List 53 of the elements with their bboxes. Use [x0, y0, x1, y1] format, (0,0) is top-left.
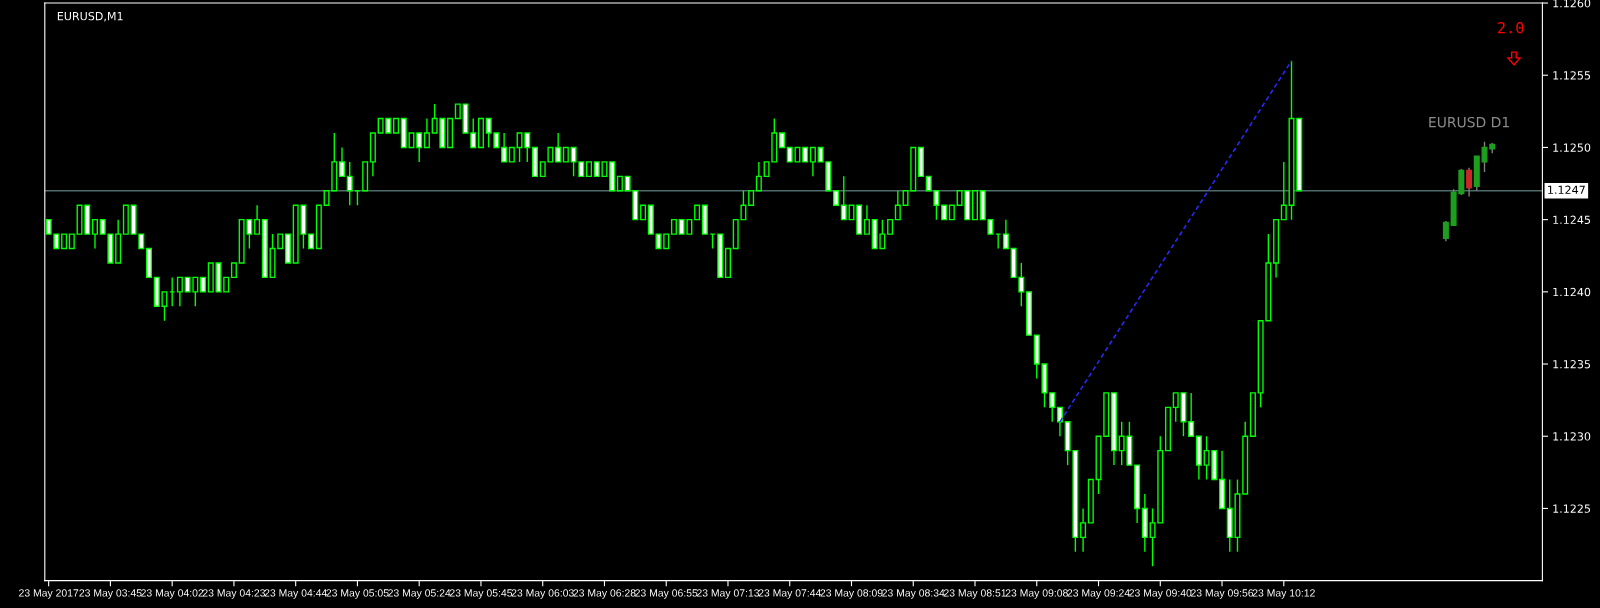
y-tick-label: 1.1255 — [1553, 71, 1591, 80]
x-tick-label: 23 May 08:34 — [882, 589, 945, 599]
candlestick — [1188, 392, 1195, 437]
candlestick — [176, 276, 183, 307]
y-tick-label: 1.1250 — [1553, 143, 1591, 152]
y-tick-label: 1.1245 — [1553, 215, 1591, 225]
y-tick-label: 1.1225 — [1553, 504, 1591, 513]
x-tick-label: 23 May 06:55 — [635, 589, 698, 599]
text: EURUSD,M1 — [57, 11, 123, 22]
candlestick — [416, 132, 423, 163]
x-tick-label: 23 May 07:44 — [758, 589, 821, 599]
x-tick-label: 23 May 05:45 — [449, 589, 513, 599]
y-tick-label: 1.1230 — [1553, 432, 1591, 441]
candlestick — [555, 132, 562, 163]
x-tick-label: 23 May 07:13 — [696, 589, 760, 599]
x-tick-label: 23 May 09:40 — [1129, 589, 1192, 599]
candlestick — [809, 146, 816, 178]
candlestick — [1002, 218, 1009, 250]
x-tick-label: 23 May 04:44 — [264, 589, 327, 599]
candlestick — [91, 218, 98, 250]
candlestick — [501, 132, 508, 163]
candlestick — [346, 161, 353, 206]
annotation: 2.0 — [1497, 21, 1524, 34]
x-tick-label: 23 May 09:56 — [1191, 589, 1254, 599]
candlestick — [1049, 392, 1056, 423]
x-tick-label: 23 May 04:23 — [202, 589, 266, 599]
candlestick — [863, 204, 870, 235]
candlestick — [894, 190, 901, 221]
candlestick — [338, 146, 346, 178]
x-tick-label: 23 May 03:45 — [79, 589, 142, 599]
x-tick-label: 23 May 05:05 — [326, 589, 389, 599]
candlestick — [1442, 220, 1449, 242]
x-tick-label: 23 May 2017 — [19, 589, 79, 599]
candlestick — [1080, 507, 1087, 553]
x-tick-label: 23 May 09:24 — [1067, 589, 1130, 599]
x-tick-label: 23 May 08:09 — [820, 589, 883, 599]
candlestick — [1280, 161, 1287, 221]
x-tick-label: 23 May 04:02 — [141, 589, 204, 599]
x-tick-label: 23 May 06:28 — [573, 589, 636, 599]
x-tick-label: 23 May 10:12 — [1252, 589, 1315, 599]
x-tick-label: 23 May 09:08 — [1005, 589, 1068, 599]
candlestick — [254, 204, 261, 235]
candlestick — [423, 117, 430, 149]
x-tick-label: 23 May 06:03 — [511, 589, 574, 599]
ref-line-label: 1.1247 — [1548, 185, 1585, 194]
candlestick — [755, 161, 762, 192]
y-tick-label: 1.1235 — [1553, 360, 1591, 369]
y-tick-label: 1.1240 — [1553, 287, 1591, 297]
candlestick — [1466, 166, 1473, 198]
x-tick-label: 23 May 08:51 — [943, 589, 1007, 599]
series-label: EURUSD D1 — [1429, 116, 1509, 128]
x-tick-label: 23 May 05:24 — [388, 589, 451, 599]
y-tick-label: 1.1260 — [1553, 0, 1591, 8]
